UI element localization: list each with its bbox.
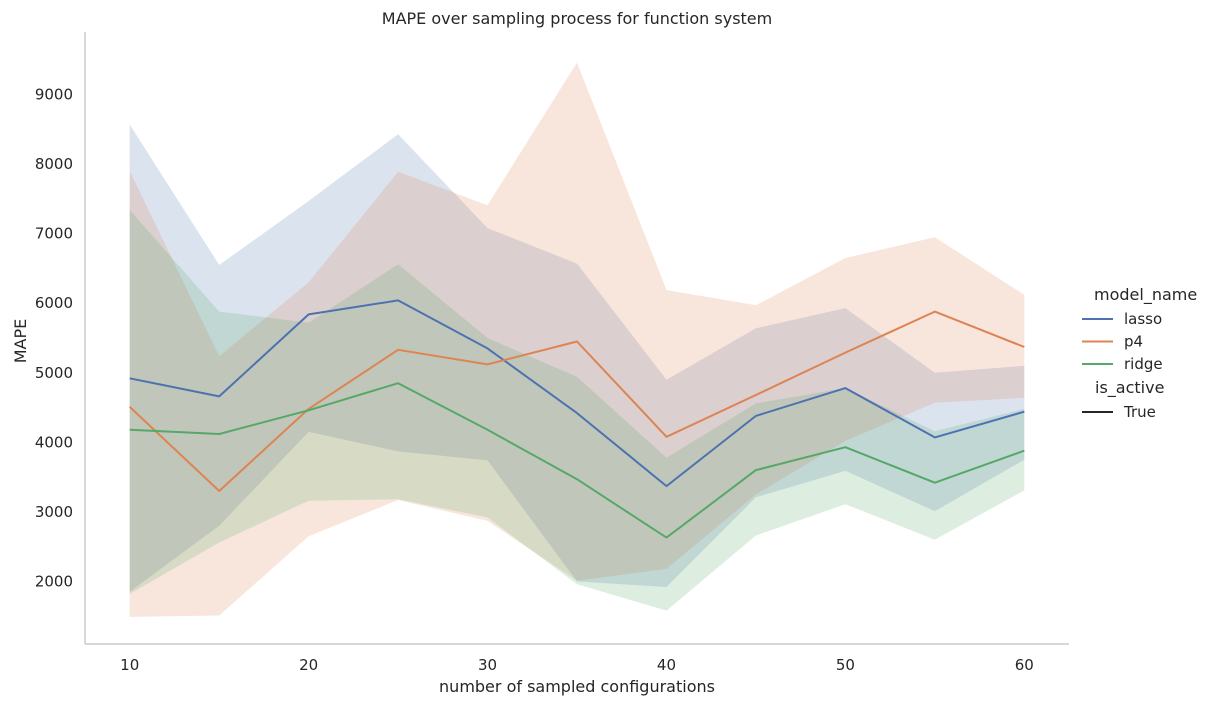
y-tick-label: 6000 (35, 294, 73, 312)
series-line-lasso (129, 299, 1025, 488)
y-tick-labels: 2000 3000 4000 5000 6000 7000 8000 9000 (35, 86, 73, 591)
series-line-p4 (129, 310, 1025, 492)
y-tick-label: 3000 (35, 503, 73, 521)
legend-hue-title: model_name (1094, 285, 1197, 305)
series-lines (129, 299, 1025, 539)
x-tick-label: 10 (120, 656, 139, 674)
x-tick-label: 20 (299, 656, 318, 674)
legend-label-ridge: ridge (1124, 355, 1163, 373)
legend-label-p4: p4 (1124, 333, 1143, 351)
x-tick-label: 30 (478, 656, 497, 674)
ci-band-p4 (129, 62, 1025, 617)
ci-band-ridge (129, 210, 1025, 611)
y-axis-label: MAPE (11, 319, 30, 364)
x-tick-label: 50 (836, 656, 855, 674)
ci-band-lasso (129, 124, 1025, 592)
x-tick-label: 40 (657, 656, 676, 674)
series-line-ridge (129, 382, 1025, 539)
legend-style-label: True (1123, 403, 1156, 421)
legend: model_name lasso p4 ridge is_active True (1082, 285, 1197, 421)
x-tick-label: 60 (1015, 656, 1034, 674)
legend-style-title: is_active (1095, 378, 1164, 398)
legend-entries: lasso p4 ridge (1082, 310, 1163, 373)
y-tick-label: 2000 (35, 572, 73, 590)
y-tick-label: 4000 (35, 433, 73, 451)
chart-title: MAPE over sampling process for function … (382, 9, 772, 28)
y-tick-label: 7000 (35, 225, 73, 243)
legend-label-lasso: lasso (1124, 310, 1162, 328)
x-axis-label: number of sampled configurations (439, 677, 715, 696)
y-tick-label: 9000 (35, 86, 73, 104)
confidence-bands (129, 62, 1025, 617)
x-tick-labels: 10 20 30 40 50 60 (120, 656, 1034, 674)
y-tick-label: 8000 (35, 155, 73, 173)
y-tick-label: 5000 (35, 364, 73, 382)
